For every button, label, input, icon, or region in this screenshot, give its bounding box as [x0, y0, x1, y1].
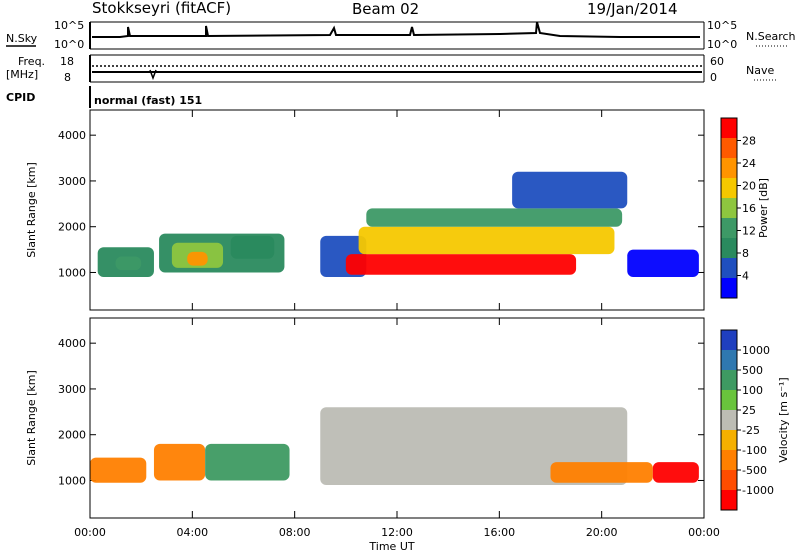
power-colorbar-tick: 8 [742, 247, 749, 260]
power-colorbar-cell [721, 138, 737, 159]
power-region-10 [512, 171, 628, 209]
cpid-panel: CPID normal (fast) 151 [6, 86, 202, 108]
velocity-colorbar: 1000 500 100 25 -25 -100 -500 -1000 Velocity [m… [720, 329, 790, 511]
power-region-9 [366, 208, 623, 227]
freq-label-1: Freq. [18, 55, 45, 68]
x-axis-label: Time UT [368, 540, 414, 553]
power-colorbar-cell [721, 278, 737, 299]
power-colorbar-cell [721, 218, 737, 239]
noise-panel: N.Sky 10^5 10^0 10^5 10^0 N.Search [6, 19, 796, 51]
power-colorbar-tick: 12 [742, 225, 756, 238]
time-tick-label: 20:00 [586, 526, 618, 539]
cpid-label: CPID [6, 91, 35, 104]
velocity-colorbar-tick: -500 [742, 464, 767, 477]
power-colorbar-cell [721, 258, 737, 279]
power-ytick-label: 1000 [58, 266, 86, 279]
power-y-axis: 1000 2000 3000 4000 [58, 129, 704, 279]
velocity-colorbar-tick: 1000 [742, 344, 770, 357]
velocity-y-axis: 1000 2000 3000 4000 [58, 337, 704, 487]
power-colorbar-label: Power [dB] [757, 178, 770, 238]
velocity-colorbar-label: Velocity [m s⁻¹] [777, 377, 790, 462]
nsearch-label: N.Search [746, 30, 796, 43]
velocity-colorbar-tick: 100 [742, 384, 763, 397]
power-region-11 [627, 249, 699, 278]
velocity-colorbar-cell [721, 470, 737, 491]
power-colorbar-cell [721, 118, 737, 139]
nsky-trace [92, 21, 700, 38]
nsky-tick-low: 10^0 [54, 38, 84, 51]
power-region-4 [187, 251, 208, 266]
velocity-region-5 [652, 462, 699, 483]
velocity-region-1 [153, 443, 206, 481]
velocity-ytick-label: 2000 [58, 429, 86, 442]
nave-tick-high: 60 [710, 55, 724, 68]
power-colorbar-cell [721, 158, 737, 179]
nsearch-tick-high: 10^5 [707, 19, 737, 32]
power-ylabel: Slant Range [km] [25, 162, 38, 258]
power-colorbar-cell [721, 178, 737, 199]
velocity-colorbar-cell [721, 370, 737, 391]
velocity-colorbar-tick: -100 [742, 444, 767, 457]
power-region-5 [230, 235, 275, 259]
freq-tick-low: 8 [64, 71, 71, 84]
cpid-value: normal (fast) 151 [94, 94, 202, 107]
velocity-marks [90, 407, 699, 486]
power-region-8 [358, 226, 615, 255]
power-colorbar-tick: 4 [742, 270, 749, 283]
velocity-colorbar-cell [721, 430, 737, 451]
time-tick-label: 00:00 [74, 526, 106, 539]
station-title: Stokkseyri (fitACF) [92, 0, 231, 17]
power-colorbar-tick: 16 [742, 202, 756, 215]
power-colorbar-tick: 20 [742, 180, 756, 193]
nsky-tick-high: 10^5 [54, 19, 84, 32]
velocity-region-0 [90, 457, 147, 483]
time-tick-label: 12:00 [381, 526, 413, 539]
beam-label: Beam 02 [352, 0, 419, 18]
velocity-region-2 [205, 443, 290, 481]
velocity-colorbar-tick: 25 [742, 404, 756, 417]
time-tick-label: 00:00 [688, 526, 720, 539]
power-region-1 [115, 256, 142, 271]
date-label: 19/Jan/2014 [587, 0, 678, 18]
power-panel: 1000 2000 3000 4000 Slant Range [km] [25, 109, 705, 311]
freq-tick-high: 18 [60, 55, 74, 68]
power-ytick-label: 2000 [58, 221, 86, 234]
velocity-panel: 1000 2000 3000 4000 Slant Range [km] [25, 317, 705, 519]
velocity-colorbar-cell [721, 390, 737, 411]
power-colorbar-cell [721, 198, 737, 219]
velocity-colorbar-cell [721, 330, 737, 351]
velocity-region-3 [320, 407, 628, 486]
velocity-region-4 [550, 462, 653, 483]
nave-label: Nave [746, 64, 774, 77]
time-tick-label: 16:00 [483, 526, 515, 539]
power-marks [97, 171, 699, 278]
velocity-ytick-label: 3000 [58, 383, 86, 396]
nsky-label: N.Sky [6, 32, 38, 45]
power-colorbar-cell [721, 238, 737, 259]
velocity-colorbar-cell [721, 450, 737, 471]
velocity-colorbar-cell [721, 410, 737, 431]
power-ytick-label: 4000 [58, 129, 86, 142]
velocity-ylabel: Slant Range [km] [25, 370, 38, 466]
power-colorbar-tick: 24 [742, 157, 756, 170]
time-tick-label: 04:00 [176, 526, 208, 539]
time-tick-label: 08:00 [279, 526, 311, 539]
nsearch-tick-low: 10^0 [707, 38, 737, 51]
nave-tick-low: 0 [710, 71, 717, 84]
time-axis: 00:00 04:00 08:00 12:00 16:00 20:00 00:00 [74, 110, 720, 539]
velocity-colorbar-tick: 500 [742, 364, 763, 377]
power-region-7 [345, 254, 577, 275]
freq-label-2: [MHz] [6, 68, 38, 81]
power-colorbar: 28 24 20 16 12 8 4 Power [dB] [720, 117, 770, 299]
velocity-ytick-label: 4000 [58, 337, 86, 350]
velocity-colorbar-tick: -1000 [742, 484, 774, 497]
velocity-colorbar-cell [721, 490, 737, 511]
freq-panel: Freq. [MHz] 18 8 60 0 Nave [6, 54, 776, 84]
velocity-colorbar-tick: -25 [742, 424, 760, 437]
velocity-colorbar-cell [721, 350, 737, 371]
power-ytick-label: 3000 [58, 175, 86, 188]
velocity-ytick-label: 1000 [58, 474, 86, 487]
power-colorbar-tick: 28 [742, 135, 756, 148]
